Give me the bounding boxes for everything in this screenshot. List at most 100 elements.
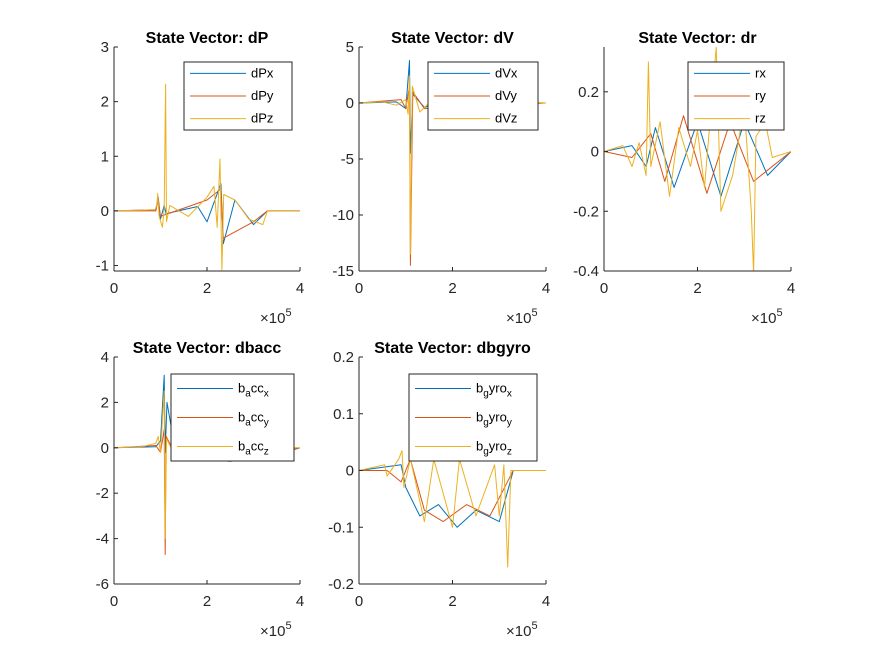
legend-label-sub: z [507, 447, 512, 458]
x-exponent-value: 5 [531, 307, 537, 319]
x-exponent-value: 5 [531, 620, 537, 632]
legend-label: baccy [238, 410, 269, 429]
y-tick-label: -15 [332, 263, 354, 280]
x-tick-label: 2 [448, 280, 456, 297]
legend: dPx dPy dPz [183, 61, 293, 131]
legend-label: dPy [251, 88, 274, 103]
series-line-rz [604, 47, 791, 271]
legend-label-sub: x [507, 389, 512, 400]
x-tick-label: 2 [203, 593, 211, 610]
legend-label-base: dVy [495, 88, 517, 103]
legend-label: ry [755, 88, 766, 103]
legend-label-mid: cc [251, 381, 265, 396]
y-tick-label: 0 [346, 95, 354, 112]
x-exponent-label: ×105 [506, 620, 538, 640]
y-tick-label: -5 [341, 151, 354, 168]
x-tick-label: 2 [203, 280, 211, 297]
y-tick-label: -0.2 [328, 576, 354, 593]
y-tick-label: -1 [96, 258, 109, 275]
legend-label-sub: g [483, 418, 489, 429]
legend-label: baccz [238, 439, 269, 458]
chart-title: State Vector: dr [638, 30, 756, 47]
x-tick-label: 0 [110, 593, 118, 610]
y-tick-label: 0 [591, 144, 599, 161]
series-line-dVz [359, 75, 546, 255]
y-tick-label: 0 [101, 203, 109, 220]
y-tick-label: -10 [332, 207, 354, 224]
x-tick-label: 0 [110, 280, 118, 297]
legend-label: dPz [251, 111, 273, 126]
y-tick-label: -2 [96, 485, 109, 502]
x-tick-label: 4 [787, 280, 795, 297]
x-exponent-value: 5 [285, 307, 291, 319]
chart-title: State Vector: dP [146, 30, 269, 47]
legend-label-sub: x [264, 389, 269, 400]
y-tick-label: 3 [101, 39, 109, 56]
legend-label-base: b [476, 381, 483, 396]
legend-label-base: ry [755, 88, 766, 103]
legend-label: bgyroy [476, 410, 512, 429]
legend-label-sub: y [264, 418, 269, 429]
legend-label-base: dPx [251, 65, 274, 80]
series-line-b_gyro_z [359, 450, 546, 568]
legend-label-sub: a [245, 389, 251, 400]
legend-label-sub: a [245, 418, 251, 429]
y-tick-label: 2 [101, 394, 109, 411]
legend-label-mid: yro [489, 381, 507, 396]
legend-label-mid: cc [251, 410, 265, 425]
legend-label: bgyroz [476, 439, 512, 458]
chart-title: State Vector: dV [391, 30, 514, 47]
legend-label-base: dPz [251, 111, 273, 126]
legend-label-sub: a [245, 447, 251, 458]
legend-label-mid: yro [489, 410, 507, 425]
y-tick-label: -0.2 [573, 203, 599, 220]
legend-label: bgyrox [476, 381, 512, 400]
x-exponent-label: ×105 [260, 307, 292, 327]
y-tick-label: -0.1 [328, 519, 354, 536]
legend-label-mid: yro [489, 439, 507, 454]
legend-label-sub: g [483, 389, 489, 400]
legend-label-base: b [476, 410, 483, 425]
y-tick-label: -4 [96, 531, 109, 548]
legend: dVx dVy dVz [427, 61, 539, 131]
x-tick-label: 2 [693, 280, 701, 297]
x-exponent-value: 5 [285, 620, 291, 632]
legend-label-base: b [238, 381, 245, 396]
x-tick-label: 2 [448, 593, 456, 610]
legend-label: dPx [251, 65, 274, 80]
legend-label: rx [755, 65, 766, 80]
legend-label: baccx [238, 381, 269, 400]
legend-label: dVz [495, 111, 517, 126]
y-tick-label: 0 [346, 463, 354, 480]
x-exponent-label: ×105 [751, 307, 783, 327]
y-tick-label: 4 [101, 349, 109, 366]
x-tick-label: 4 [296, 593, 304, 610]
y-tick-label: 5 [346, 39, 354, 56]
legend-label: dVy [495, 88, 517, 103]
legend-label: dVx [495, 65, 518, 80]
legend-label-base: rz [755, 111, 766, 126]
legend-label-base: b [238, 439, 245, 454]
y-tick-label: 0.2 [578, 84, 599, 101]
legend-label-base: dVx [495, 65, 518, 80]
chart-title: State Vector: dbgyro [374, 340, 531, 357]
legend-label: rz [755, 111, 766, 126]
y-tick-label: -0.4 [573, 263, 599, 280]
x-tick-label: 0 [355, 280, 363, 297]
legend: rx ry rz [687, 61, 785, 131]
series-group [359, 450, 546, 568]
legend-label-base: rx [755, 65, 766, 80]
chart-title: State Vector: dbacc [133, 340, 282, 357]
y-tick-label: 0 [101, 440, 109, 457]
legend-label-base: b [238, 410, 245, 425]
x-exponent-label: ×105 [260, 620, 292, 640]
x-exponent-value: 5 [776, 307, 782, 319]
y-tick-label: 0.1 [333, 406, 354, 423]
x-tick-label: 4 [542, 280, 550, 297]
y-tick-label: -6 [96, 576, 109, 593]
